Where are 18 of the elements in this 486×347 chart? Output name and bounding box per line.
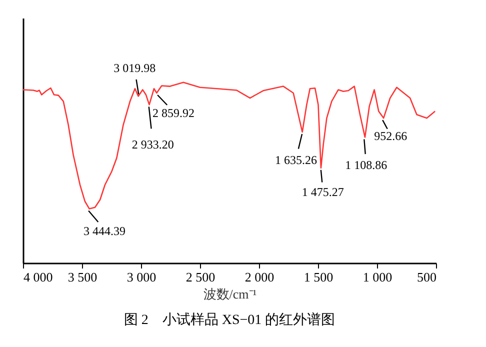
- annotation: 1 108.86: [345, 158, 388, 172]
- x-tick-label: 2 500: [186, 270, 216, 284]
- x-tick-label: 1 000: [362, 270, 392, 284]
- annotation: 3 444.39: [84, 224, 126, 238]
- annotation: 3 019.98: [114, 61, 156, 76]
- annotation: 952.66: [374, 129, 408, 144]
- x-tick-label: 2 000: [244, 270, 274, 284]
- x-tick-label: 500: [417, 270, 436, 284]
- x-axis-title: 波数/cm⁻¹: [203, 286, 257, 302]
- annotation: 2 859.92: [152, 106, 195, 120]
- annotation: 1 475.27: [302, 184, 344, 199]
- x-tick-label: 4 000: [24, 270, 53, 284]
- annotation: 2 933.20: [132, 138, 174, 152]
- x-tick-label: 3 500: [68, 270, 98, 284]
- x-tick-label: 1 500: [304, 270, 334, 284]
- annotation: 1 635.26: [275, 153, 318, 168]
- text: 图 2 小试样品 XS−01 的红外谱图: [124, 312, 336, 328]
- x-tick-label: 3 000: [126, 270, 156, 284]
